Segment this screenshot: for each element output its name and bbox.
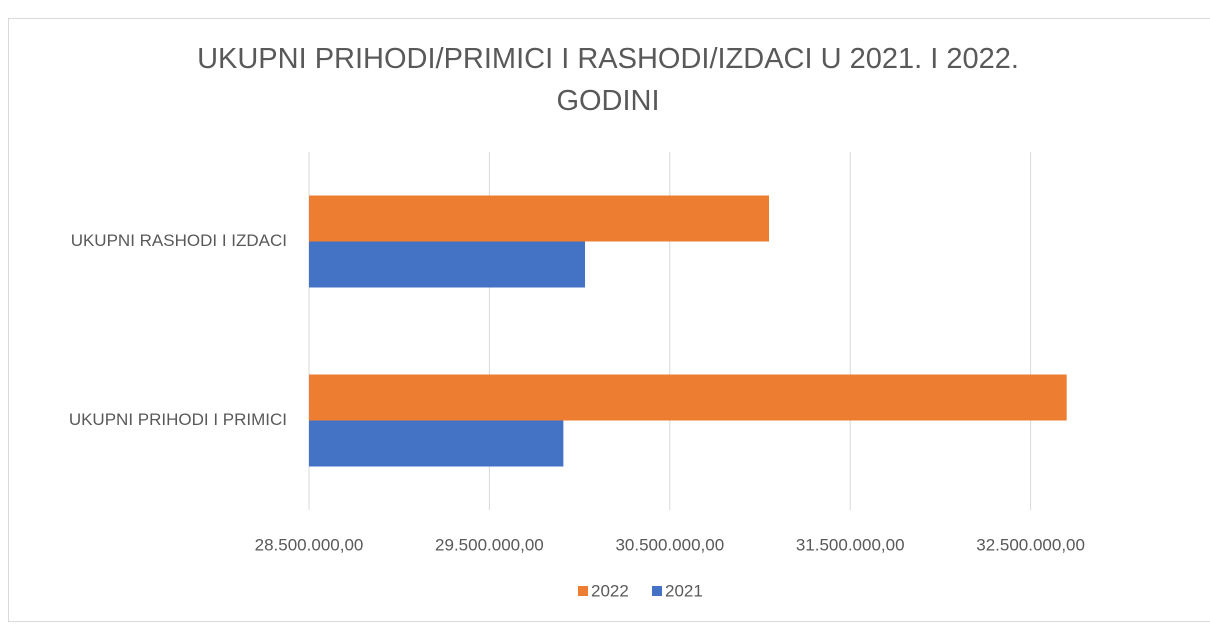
bar <box>309 420 564 467</box>
y-tick-label: UKUPNI RASHODI I IZDACI <box>71 231 287 250</box>
x-tick-label: 32.500.000,00 <box>976 535 1085 554</box>
y-tick-label: UKUPNI PRIHODI I PRIMICI <box>69 410 287 429</box>
x-tick-label: 28.500.000,00 <box>255 535 364 554</box>
legend-label: 2022 <box>591 581 629 600</box>
x-tick-label: 29.500.000,00 <box>435 535 544 554</box>
chart-border <box>8 18 1210 622</box>
legend-label: 2021 <box>665 581 703 600</box>
legend-swatch <box>578 586 588 596</box>
legend-swatch <box>652 586 662 596</box>
x-tick-label: 30.500.000,00 <box>615 535 724 554</box>
chart-title: UKUPNI PRIHODI/PRIMICI I RASHODI/IZDACI … <box>197 43 1019 117</box>
bar <box>309 195 770 242</box>
bar <box>309 374 1067 421</box>
bar <box>309 241 586 288</box>
x-tick-label: 31.500.000,00 <box>796 535 905 554</box>
